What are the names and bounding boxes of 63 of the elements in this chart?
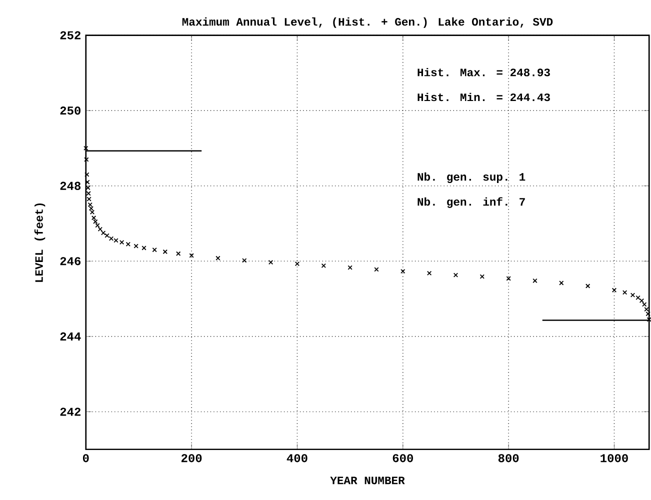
y-tick-label: 250 (60, 106, 80, 114)
point (644, 306, 649, 312)
point (639, 298, 644, 303)
point (88, 206, 94, 211)
point (84, 172, 90, 177)
chart-title: Maximum Annual Level, (Hist. + Gen.) Lake Ontario, SVD (182, 17, 553, 28)
x-axis-title: YEAR NUMBER (330, 476, 405, 484)
point (126, 242, 130, 246)
point (642, 302, 647, 307)
y-tick-label: 246 (60, 256, 81, 266)
point (506, 276, 511, 281)
point (86, 196, 92, 202)
x-tick-label: 0 (82, 454, 89, 462)
point (374, 266, 379, 272)
point (636, 295, 640, 300)
x-tick-label: 200 (181, 454, 202, 462)
point (622, 290, 628, 295)
point (453, 272, 458, 278)
point (630, 292, 636, 298)
y-tick-label: 244 (60, 332, 81, 340)
point (134, 244, 138, 248)
point (86, 190, 91, 196)
point (176, 251, 181, 256)
x-tick-label: 1000 (600, 454, 628, 462)
point (98, 226, 103, 232)
point (100, 230, 106, 236)
point (294, 261, 300, 266)
point (268, 260, 274, 264)
annotation: Nb. gen. inf. 7 (418, 197, 525, 208)
point (242, 258, 247, 263)
point (400, 268, 406, 274)
point (142, 245, 146, 250)
point (91, 215, 96, 220)
point (88, 202, 92, 207)
annotation: Hist. Max. = 248.93 (418, 68, 550, 76)
x-tick-label: 400 (286, 454, 308, 462)
annotation: Hist. Min. = 244.43 (418, 92, 550, 101)
point (480, 274, 485, 279)
point (348, 265, 352, 270)
point (646, 311, 650, 316)
x-tick-label: 800 (498, 454, 519, 462)
point (585, 283, 590, 288)
annotation: Nb. gen. sup. 1 (418, 172, 526, 183)
y-tick-label: 252 (60, 31, 80, 40)
point (559, 280, 564, 286)
point (84, 157, 89, 162)
point (95, 222, 100, 228)
x-tick-label: 600 (392, 454, 413, 462)
point (321, 263, 326, 268)
point (612, 288, 617, 292)
point (216, 256, 220, 260)
y-tick-label: 248 (60, 182, 81, 190)
point (162, 249, 168, 254)
point (93, 219, 98, 224)
point (104, 233, 110, 238)
y-tick-label: 242 (60, 408, 80, 416)
point (85, 180, 90, 184)
y-axis-title: LEVEL (feet) (34, 203, 46, 282)
point (532, 278, 538, 283)
point (426, 270, 432, 276)
point (189, 253, 194, 258)
point (152, 247, 157, 252)
point (90, 210, 95, 214)
